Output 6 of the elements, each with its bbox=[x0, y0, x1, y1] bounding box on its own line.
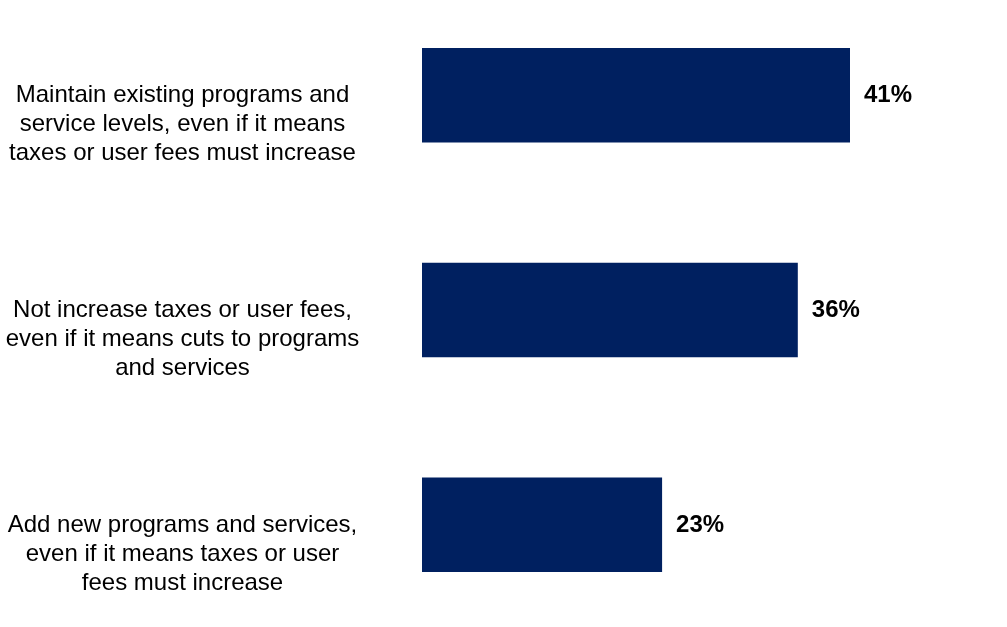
y-tick-label: Maintain existing programs and service levels, even if it means taxes or user fees must increase bbox=[9, 80, 356, 166]
data-label: 23% bbox=[676, 509, 725, 537]
data-label: 41% bbox=[864, 80, 913, 108]
y-tick-label: Add new programs and services, even if it means taxes or user fees must increase bbox=[7, 509, 358, 595]
y-tick-label: Not increase taxes or user fees, even if it means cuts to programs and services bbox=[5, 295, 360, 380]
data-label: 36% bbox=[811, 295, 860, 322]
